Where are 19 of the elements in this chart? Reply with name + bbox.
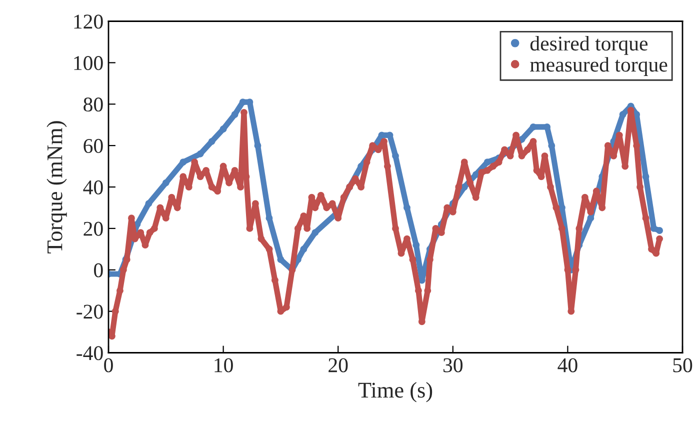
y-tick-label: -40 xyxy=(76,346,103,360)
legend-label: measured torque xyxy=(530,57,668,76)
y-tick-label: 0 xyxy=(94,263,103,278)
x-tick-label: 40 xyxy=(558,358,578,372)
y-tick-label: 60 xyxy=(84,138,103,153)
x-axis-title: Time (s) xyxy=(358,382,432,402)
y-tick-label: 100 xyxy=(74,56,103,70)
legend-label: desired torque xyxy=(530,36,648,55)
y-axis-title: Torque (mNm) xyxy=(46,121,67,254)
y-tick-label: 40 xyxy=(83,180,103,194)
x-tick-label: 0 xyxy=(104,358,113,372)
y-tick-label: 20 xyxy=(84,222,103,236)
x-tick-label: 50 xyxy=(673,358,692,372)
y-tick-label: 120 xyxy=(74,14,103,29)
x-tick-label: 10 xyxy=(214,358,233,372)
y-tick-label: 80 xyxy=(84,98,103,112)
x-tick-label: 30 xyxy=(443,358,463,372)
x-tick-label: 20 xyxy=(328,358,348,372)
y-tick-label: -20 xyxy=(76,304,103,319)
